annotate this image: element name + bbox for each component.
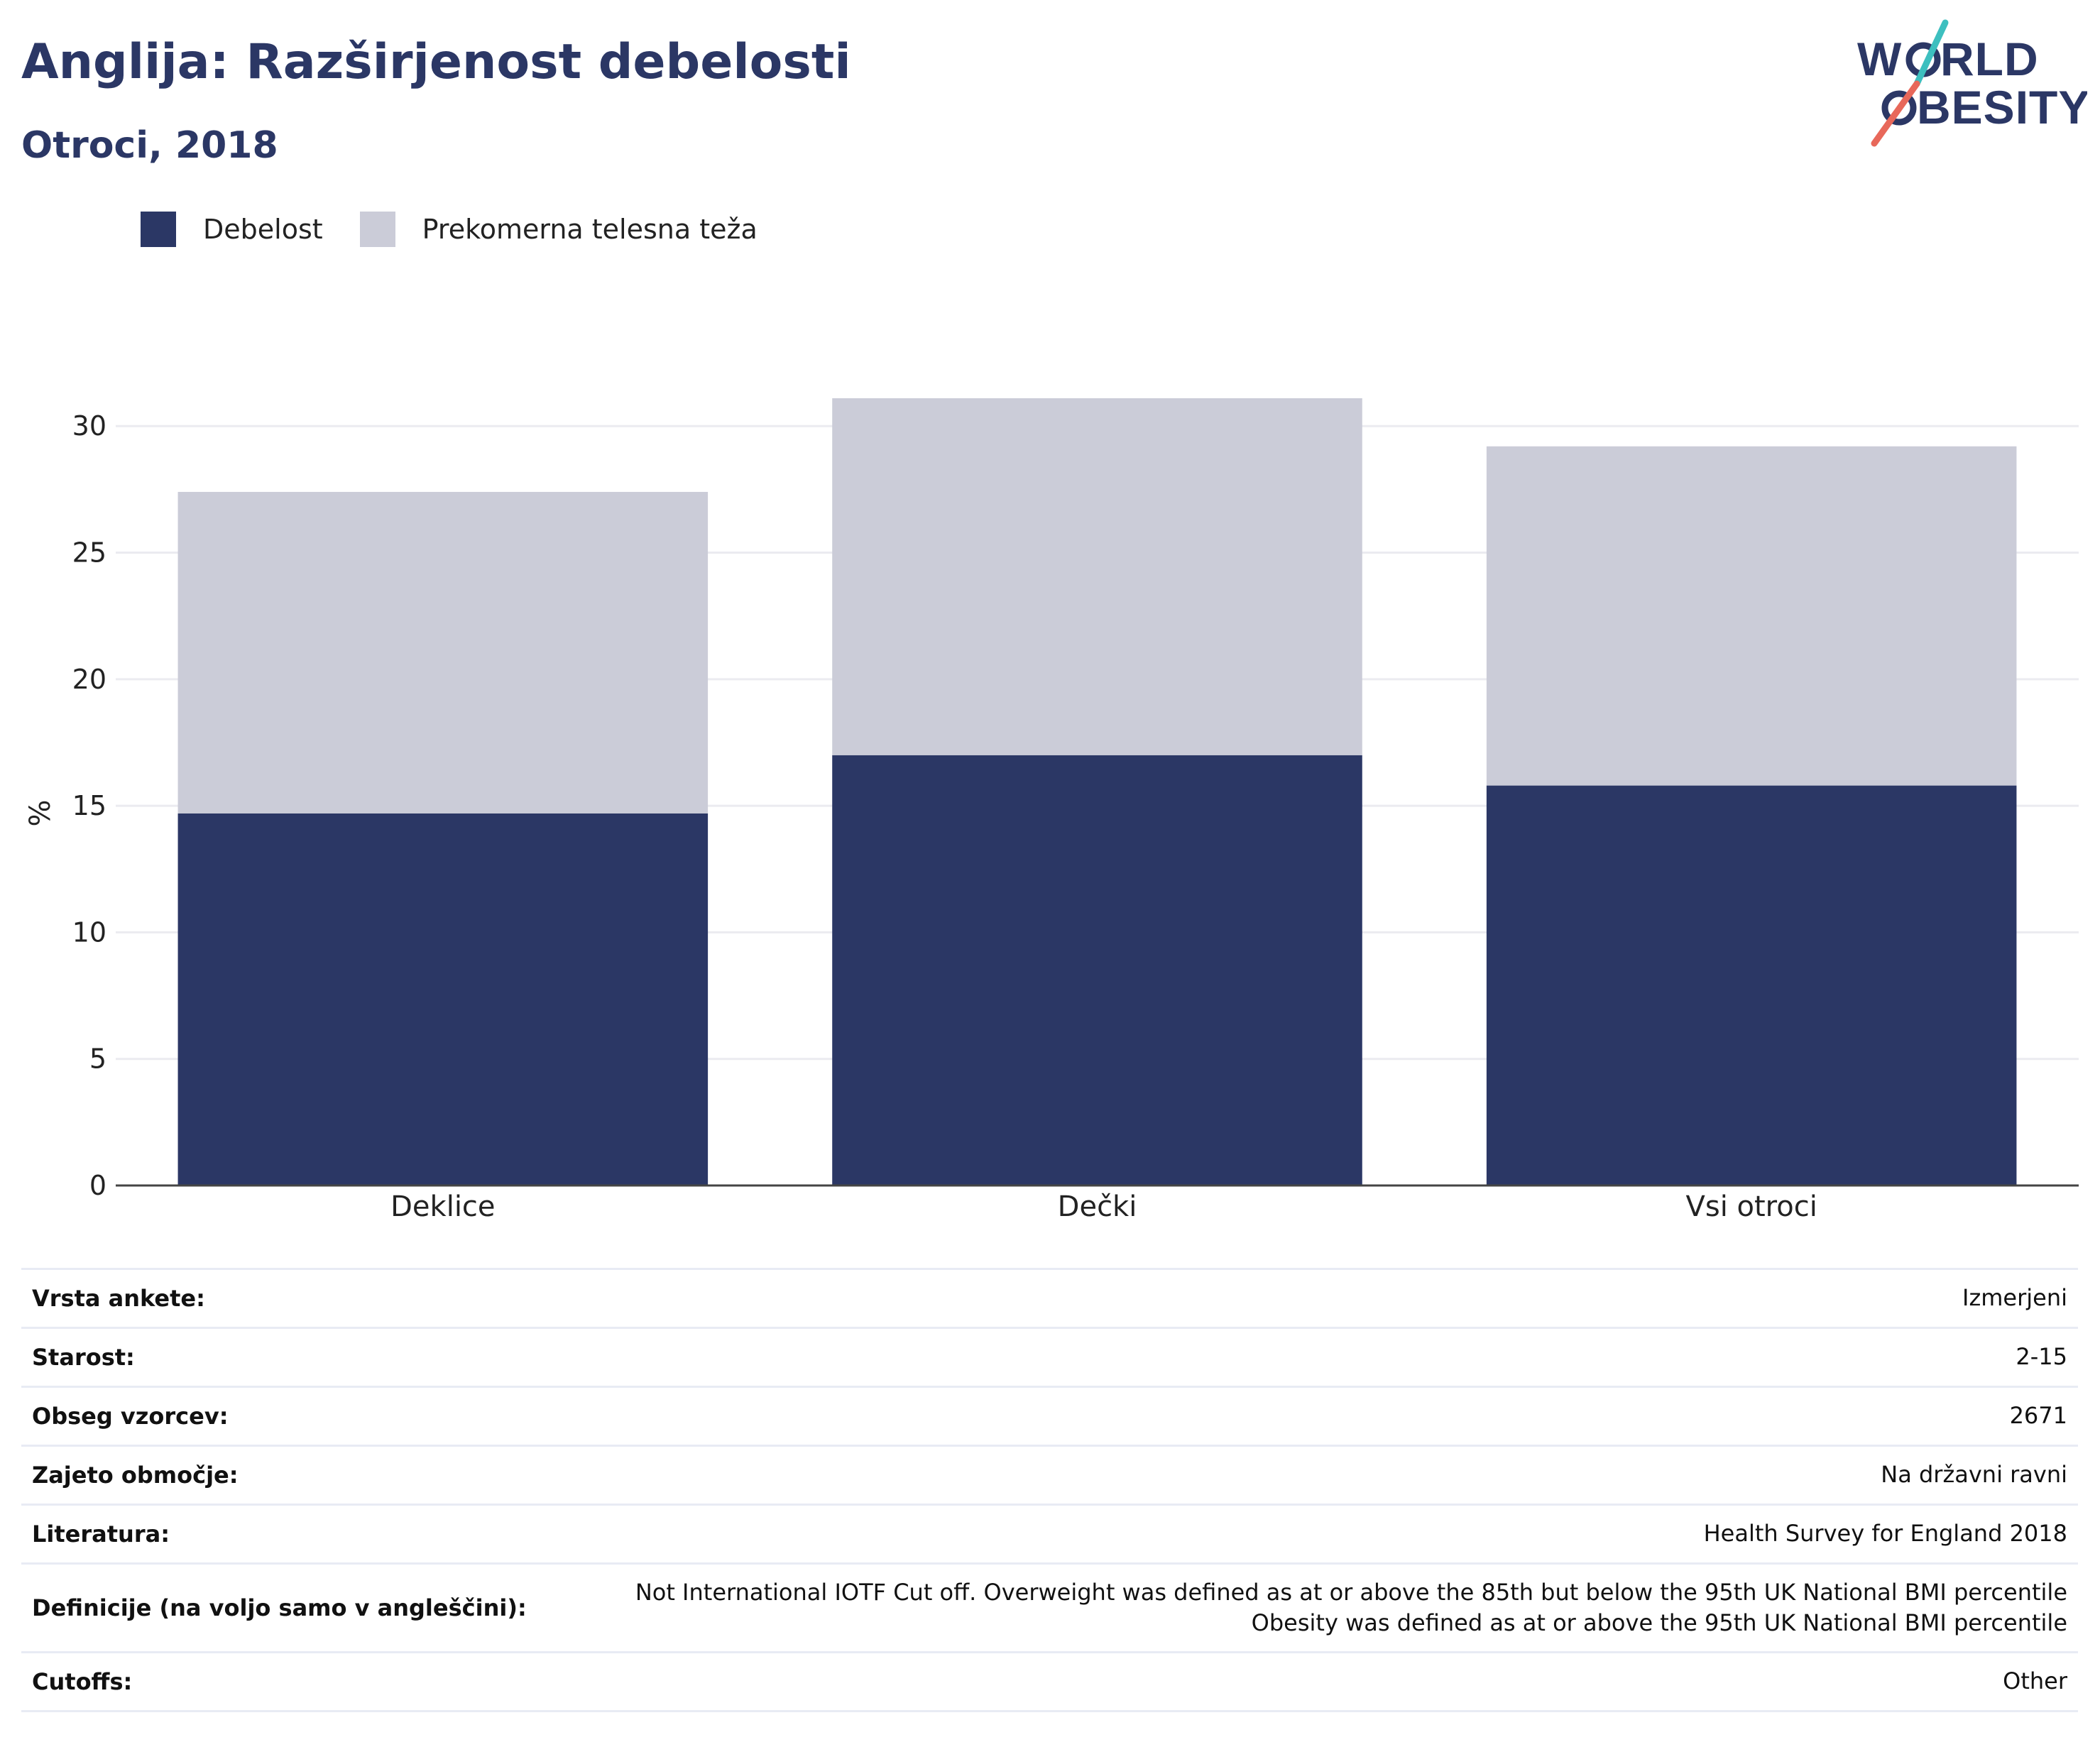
- survey-info-table: Vrsta ankete: Izmerjeni Starost: 2-15 Ob…: [21, 1268, 2078, 1712]
- info-value: Health Survey for England 2018: [568, 1504, 2078, 1564]
- y-axis-label: %: [24, 799, 57, 826]
- bar-overweight-2: [832, 398, 1362, 755]
- y-tick-label: 25: [72, 537, 106, 569]
- info-key: Starost:: [21, 1327, 568, 1387]
- legend-item-obesity[interactable]: Debelost: [141, 212, 323, 247]
- info-row-age: Starost: 2-15: [21, 1327, 2078, 1387]
- y-tick-label: 30: [72, 410, 106, 442]
- world-obesity-logo: W RLD BESITY: [1857, 19, 2087, 147]
- chart-legend: Debelost Prekomerna telesna teža: [141, 212, 794, 247]
- info-value: Na državni ravni: [568, 1445, 2078, 1505]
- info-key: Cutoffs:: [21, 1651, 568, 1712]
- y-tick-label: 0: [89, 1170, 106, 1201]
- y-tick-label: 15: [72, 790, 106, 821]
- y-tick-label: 20: [72, 664, 106, 695]
- info-row-survey-type: Vrsta ankete: Izmerjeni: [21, 1268, 2078, 1328]
- info-value: Other: [568, 1651, 2078, 1712]
- bar-obesity-1: [177, 813, 709, 1185]
- info-value: Izmerjeni: [568, 1268, 2078, 1328]
- bar-chart: 0 5 10 15 20 25 30% Deklice Dečki Vsi otroci: [24, 398, 2079, 1223]
- info-key: Vrsta ankete:: [21, 1268, 568, 1328]
- bar-obesity-2: [832, 755, 1362, 1185]
- chart-title: Anglija: Razširjenost debelosti: [21, 34, 851, 90]
- x-tick-label: Vsi otroci: [1685, 1190, 1817, 1223]
- legend-swatch-obesity: [141, 212, 176, 247]
- info-key: Definicije (na voljo samo v angleščini):: [21, 1562, 568, 1653]
- x-tick-label: Dečki: [1058, 1190, 1137, 1223]
- legend-item-overweight[interactable]: Prekomerna telesna teža: [359, 212, 758, 247]
- svg-text:BESITY: BESITY: [1917, 81, 2087, 133]
- bar-obesity-3: [1486, 785, 2017, 1185]
- svg-text:RLD: RLD: [1940, 33, 2039, 85]
- legend-label-obesity: Debelost: [203, 214, 323, 245]
- y-tick-label: 5: [89, 1044, 106, 1075]
- chart-subtitle: Otroci, 2018: [21, 124, 278, 167]
- y-tick-label: 10: [72, 916, 106, 948]
- x-tick-label: Deklice: [390, 1190, 495, 1223]
- info-key: Obseg vzorcev:: [21, 1386, 568, 1446]
- info-row-reference: Literatura: Health Survey for England 20…: [21, 1504, 2078, 1564]
- info-row-cutoffs: Cutoffs: Other: [21, 1651, 2078, 1712]
- legend-label-overweight: Prekomerna telesna teža: [422, 214, 758, 245]
- info-value: 2671: [568, 1386, 2078, 1446]
- bar-overweight-3: [1486, 446, 2017, 786]
- info-value: Not International IOTF Cut off. Overweig…: [568, 1562, 2078, 1653]
- info-value: 2-15: [568, 1327, 2078, 1387]
- info-key: Zajeto območje:: [21, 1445, 568, 1505]
- info-row-sample-size: Obseg vzorcev: 2671: [21, 1386, 2078, 1446]
- info-key: Literatura:: [21, 1504, 568, 1564]
- info-row-area: Zajeto območje: Na državni ravni: [21, 1445, 2078, 1505]
- bar-overweight-1: [177, 491, 709, 814]
- info-row-definitions: Definicije (na voljo samo v angleščini):…: [21, 1562, 2078, 1653]
- svg-text:W: W: [1857, 33, 1902, 85]
- legend-swatch-overweight: [359, 212, 395, 247]
